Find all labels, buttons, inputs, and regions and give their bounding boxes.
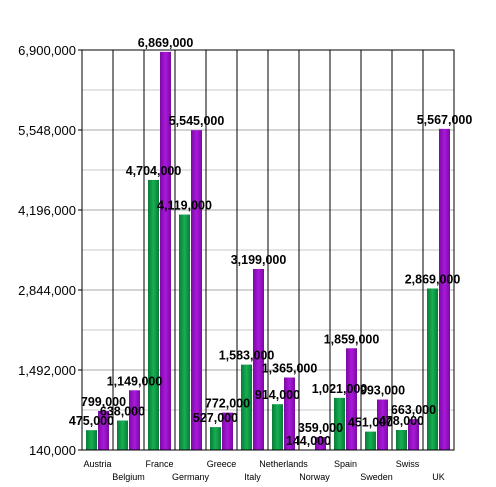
x-tick-label: France <box>145 459 173 469</box>
bar-uk-series-1 <box>427 288 438 450</box>
bar-sweden-series-2 <box>377 399 388 450</box>
bar-austria-series-1 <box>86 430 97 450</box>
bar-italy-series-1 <box>241 364 252 450</box>
bar-netherlands-series-1 <box>272 404 283 450</box>
data-label: 527,000 <box>193 411 238 425</box>
bar-greece-series-1 <box>210 427 221 450</box>
bar-france-series-2 <box>160 51 171 450</box>
x-tick-label: Netherlands <box>259 459 308 469</box>
x-tick-label: Norway <box>299 472 330 482</box>
data-label: 1,149,000 <box>107 374 163 388</box>
data-label: 1,365,000 <box>262 362 318 376</box>
bar-belgium-series-1 <box>117 420 128 450</box>
bar-germany-series-2 <box>191 130 202 450</box>
data-label: 451,000 <box>348 416 393 430</box>
data-label: 772,000 <box>205 397 250 411</box>
bar-italy-series-2 <box>253 268 264 450</box>
axes <box>81 49 455 451</box>
bar-netherlands-series-2 <box>284 377 295 450</box>
y-tick-label: 140,000 <box>29 443 76 458</box>
data-label: 5,567,000 <box>417 113 473 127</box>
data-label: 359,000 <box>298 421 343 435</box>
y-tick-label: 4,196,000 <box>18 203 76 218</box>
x-tick-label: Austria <box>83 459 111 469</box>
x-tick-label: Swiss <box>396 459 420 469</box>
bar-france-series-1 <box>148 179 159 450</box>
data-label: 1,859,000 <box>324 332 380 346</box>
bar-greece-series-2 <box>222 412 233 450</box>
data-label: 5,545,000 <box>169 114 225 128</box>
data-label: 799,000 <box>81 395 126 409</box>
bar-norway-series-2 <box>315 437 326 450</box>
bar-austria-series-2 <box>98 411 109 450</box>
data-label: 993,000 <box>360 384 405 398</box>
data-label: 475,000 <box>69 414 114 428</box>
y-axis-ticks: 140,000 1,492,000 2,844,000 4,196,000 5,548,… <box>18 43 82 458</box>
y-tick-label: 2,844,000 <box>18 283 76 298</box>
data-label: 4,704,000 <box>126 164 182 178</box>
data-label: 144,000 <box>286 434 331 448</box>
y-tick-label: 5,548,000 <box>18 123 76 138</box>
data-label: 2,869,000 <box>405 273 461 287</box>
x-tick-label: Sweden <box>360 472 393 482</box>
bar-spain-series-2 <box>346 348 357 450</box>
bar-spain-series-1 <box>334 397 345 450</box>
data-label: 478,000 <box>379 414 424 428</box>
bar-swiss-series-1 <box>396 430 407 450</box>
bar-germany-series-1 <box>179 214 190 450</box>
bar-uk-series-2 <box>439 128 450 450</box>
x-tick-label: Germany <box>172 472 210 482</box>
y-tick-label: 1,492,000 <box>18 363 76 378</box>
data-label: 3,199,000 <box>231 253 287 267</box>
bar-swiss-series-2 <box>408 419 419 450</box>
data-label: 4,119,000 <box>157 199 212 213</box>
data-label: 6,869,000 <box>138 36 194 50</box>
data-label: 663,000 <box>391 403 436 417</box>
bar-belgium-series-2 <box>129 390 140 450</box>
data-label: 1,583,000 <box>219 349 275 363</box>
y-tick-label: 6,900,000 <box>18 43 76 58</box>
data-label: 638,000 <box>100 405 145 419</box>
data-label: 1,021,000 <box>312 382 368 396</box>
x-tick-label: Greece <box>207 459 237 469</box>
bars <box>86 51 450 450</box>
data-label: 914,000 <box>255 388 300 402</box>
x-tick-label: Spain <box>334 459 357 469</box>
x-tick-label: UK <box>432 472 445 482</box>
plot-frame <box>81 49 455 451</box>
bar-sweden-series-1 <box>365 431 376 450</box>
x-tick-label: Italy <box>244 472 261 482</box>
x-tick-label: Belgium <box>112 472 145 482</box>
